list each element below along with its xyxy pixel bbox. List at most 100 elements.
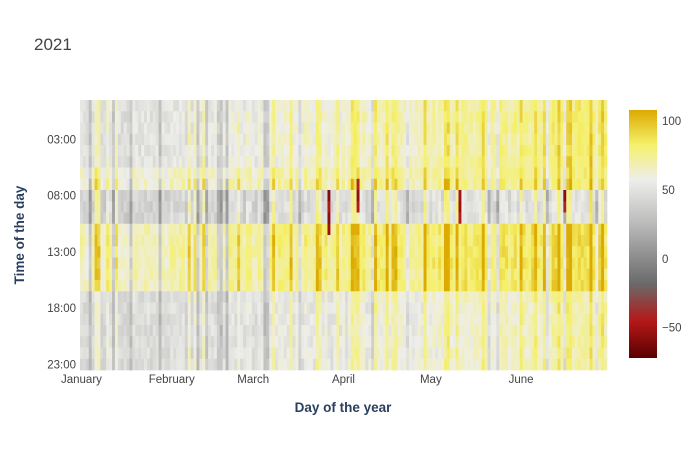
heatmap-cell bbox=[586, 133, 590, 146]
heatmap-cell bbox=[508, 358, 512, 371]
heatmap-cell bbox=[129, 122, 133, 135]
heatmap-cell bbox=[205, 257, 209, 270]
heatmap-cell bbox=[510, 325, 515, 337]
heatmap-cell bbox=[551, 156, 555, 168]
heatmap-cell bbox=[275, 201, 279, 213]
heatmap-cell bbox=[577, 223, 582, 236]
heatmap-cell bbox=[149, 336, 154, 348]
heatmap-cell bbox=[452, 313, 456, 326]
heatmap-cell bbox=[339, 268, 343, 281]
heatmap-cell bbox=[120, 122, 125, 135]
heatmap-cell bbox=[589, 302, 593, 315]
heatmap-cell bbox=[263, 156, 267, 168]
heatmap-cell bbox=[601, 257, 605, 270]
heatmap-cell bbox=[295, 257, 299, 270]
heatmap-cell bbox=[540, 302, 544, 315]
heatmap-cell bbox=[213, 280, 218, 292]
heatmap-cell bbox=[184, 302, 189, 315]
heatmap-cell bbox=[574, 336, 579, 348]
heatmap-cell bbox=[94, 212, 98, 225]
heatmap-cell bbox=[176, 145, 180, 157]
heatmap-cell bbox=[199, 268, 203, 281]
heatmap-cell bbox=[510, 302, 515, 315]
heatmap-cell bbox=[481, 178, 486, 191]
heatmap-cell bbox=[225, 223, 229, 236]
heatmap-cell bbox=[289, 133, 293, 146]
heatmap-cell bbox=[97, 156, 101, 168]
heatmap-cell bbox=[269, 313, 273, 326]
heatmap-cell bbox=[426, 178, 430, 191]
heatmap-cell bbox=[199, 223, 203, 236]
heatmap-cell bbox=[484, 280, 488, 292]
heatmap-cell bbox=[502, 111, 506, 123]
heatmap-cell bbox=[138, 325, 142, 337]
heatmap-cell bbox=[481, 302, 486, 315]
heatmap-cell bbox=[190, 291, 194, 303]
heatmap-cell bbox=[149, 280, 154, 292]
heatmap-cell bbox=[496, 336, 500, 348]
heatmap-cell bbox=[385, 325, 389, 337]
heatmap-cell bbox=[475, 280, 480, 292]
heatmap-cell bbox=[187, 235, 191, 247]
heatmap-cell bbox=[146, 268, 151, 281]
heatmap-cell bbox=[388, 122, 392, 135]
heatmap-cell bbox=[304, 291, 308, 303]
heatmap-cell bbox=[484, 111, 488, 123]
heatmap-cell bbox=[522, 336, 526, 348]
heatmap-cell bbox=[592, 133, 596, 146]
heatmap-cell bbox=[505, 223, 509, 236]
heatmap-cell bbox=[181, 268, 186, 281]
heatmap-cell bbox=[280, 336, 285, 348]
heatmap-cell bbox=[181, 223, 186, 236]
heatmap-cell bbox=[423, 280, 427, 292]
heatmap-cell bbox=[301, 111, 305, 123]
heatmap-cell bbox=[196, 223, 200, 236]
heatmap-cell bbox=[318, 336, 323, 348]
heatmap-cell bbox=[187, 111, 191, 123]
heatmap-cell bbox=[473, 313, 477, 326]
heatmap-cell bbox=[164, 156, 168, 168]
heatmap-cell bbox=[91, 235, 95, 247]
heatmap-cell bbox=[566, 111, 570, 123]
heatmap-cell bbox=[414, 223, 419, 236]
heatmap-cell bbox=[537, 280, 541, 292]
heatmap-cell bbox=[534, 167, 538, 180]
heatmap-cell bbox=[254, 223, 258, 236]
heatmap-cell bbox=[411, 302, 416, 315]
heatmap-cell bbox=[569, 156, 573, 168]
heatmap-cell bbox=[266, 347, 270, 360]
heatmap-cell bbox=[368, 336, 372, 348]
heatmap-cell bbox=[540, 336, 544, 348]
heatmap-cell bbox=[580, 145, 585, 157]
heatmap-cell bbox=[353, 156, 357, 168]
heatmap-cell bbox=[263, 167, 267, 180]
heatmap-cell bbox=[280, 178, 285, 191]
heatmap-cell bbox=[572, 111, 576, 123]
heatmap-cell bbox=[464, 313, 468, 326]
heatmap-cell bbox=[411, 336, 416, 348]
heatmap-cell bbox=[106, 133, 110, 146]
heatmap-cell bbox=[336, 178, 340, 191]
heatmap-cell bbox=[263, 280, 267, 292]
heatmap-cell bbox=[234, 302, 238, 315]
heatmap-cell bbox=[112, 133, 116, 146]
heatmap-cell bbox=[292, 156, 296, 168]
heatmap-cell bbox=[531, 223, 535, 236]
heatmap-cell bbox=[502, 201, 506, 213]
heatmap-cell bbox=[324, 190, 328, 202]
heatmap-cell bbox=[490, 347, 494, 360]
heatmap-cell bbox=[120, 347, 125, 360]
heatmap-cell bbox=[339, 358, 343, 371]
heatmap-cell bbox=[310, 246, 314, 258]
heatmap-cell bbox=[97, 246, 101, 258]
heatmap-cell bbox=[126, 280, 130, 292]
heatmap-cell bbox=[123, 100, 127, 112]
heatmap-cell bbox=[481, 201, 486, 213]
heatmap-cell bbox=[298, 246, 302, 258]
heatmap-cell bbox=[388, 178, 392, 191]
heatmap-cell bbox=[365, 291, 369, 303]
heatmap-cell bbox=[263, 212, 267, 225]
heatmap-cell bbox=[333, 223, 337, 236]
heatmap-cell bbox=[560, 358, 564, 371]
heatmap-cell bbox=[601, 223, 605, 236]
